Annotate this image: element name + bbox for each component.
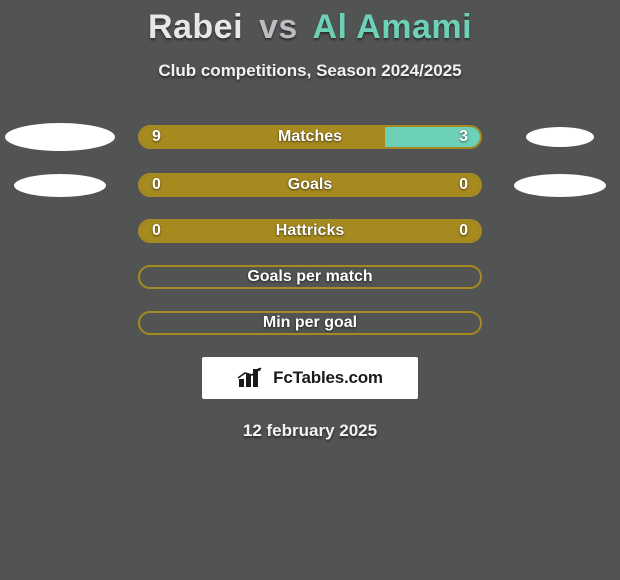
- stat-label: Goals per match: [247, 268, 372, 286]
- player2-name: Al Amami: [313, 8, 473, 46]
- right-ellipse-slot: [500, 174, 620, 197]
- brand-text: FcTables.com: [273, 368, 383, 388]
- player2-ellipse-icon: [526, 127, 594, 147]
- stat-row-min-per-goal: Min per goal: [0, 311, 620, 335]
- player1-name: Rabei: [148, 8, 243, 46]
- player2-ellipse-icon: [514, 174, 606, 197]
- stat-row-hattricks: 0 0 Hattricks: [0, 219, 620, 243]
- stat-rows: 9 3 Matches 0 0 Goals 0 0 Hattricks Goals per mat…: [0, 123, 620, 335]
- stat-label: Matches: [278, 128, 342, 146]
- stat-label: Goals: [288, 176, 332, 194]
- player2-value: 0: [459, 176, 468, 194]
- player2-value: 3: [459, 128, 468, 146]
- right-ellipse-slot: [500, 127, 620, 147]
- stat-label: Min per goal: [263, 314, 357, 332]
- player1-value: 9: [152, 128, 161, 146]
- date-label: 12 february 2025: [0, 421, 620, 441]
- player1-value: 0: [152, 222, 161, 240]
- player1-ellipse-icon: [5, 123, 115, 151]
- bar-chart-icon: [237, 367, 267, 389]
- brand-badge: FcTables.com: [202, 357, 418, 399]
- left-ellipse-slot: [0, 174, 120, 197]
- stat-row-goals-per-match: Goals per match: [0, 265, 620, 289]
- stat-row-goals: 0 0 Goals: [0, 173, 620, 197]
- comparison-card: Rabei vs Al Amami Club competitions, Sea…: [0, 0, 620, 441]
- stat-bar-goals: 0 0 Goals: [138, 173, 482, 197]
- stat-label: Hattricks: [276, 222, 344, 240]
- subtitle: Club competitions, Season 2024/2025: [0, 61, 620, 81]
- player1-ellipse-icon: [14, 174, 106, 197]
- player1-segment: [140, 127, 385, 147]
- stat-bar-min-per-goal: Min per goal: [138, 311, 482, 335]
- stat-row-matches: 9 3 Matches: [0, 123, 620, 151]
- player1-value: 0: [152, 176, 161, 194]
- page-title: Rabei vs Al Amami: [0, 8, 620, 47]
- player2-value: 0: [459, 222, 468, 240]
- vs-label: vs: [259, 8, 298, 46]
- left-ellipse-slot: [0, 123, 120, 151]
- stat-bar-goals-per-match: Goals per match: [138, 265, 482, 289]
- stat-bar-hattricks: 0 0 Hattricks: [138, 219, 482, 243]
- stat-bar-matches: 9 3 Matches: [138, 125, 482, 149]
